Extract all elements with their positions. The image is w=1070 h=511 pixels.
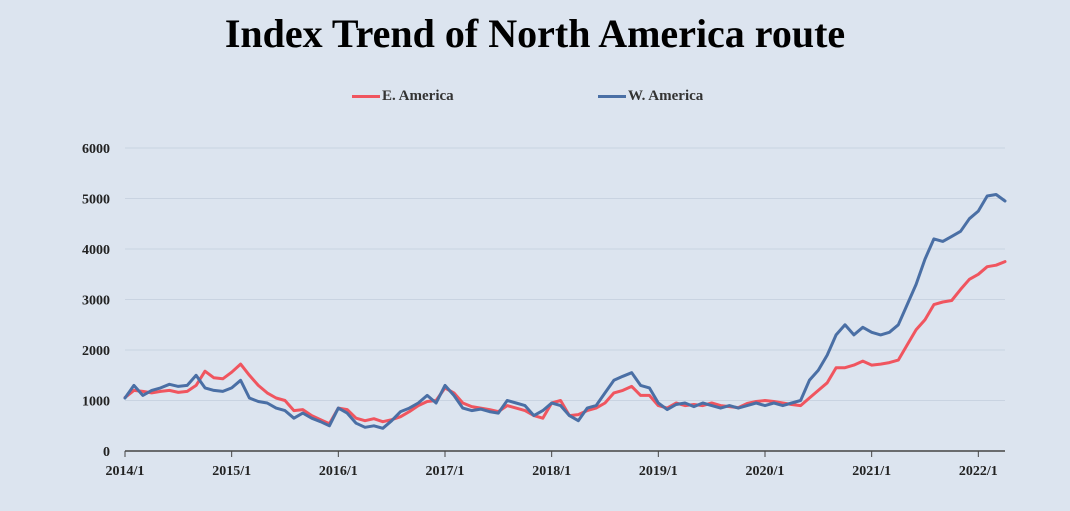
legend-swatch-e-america (352, 95, 380, 98)
x-tick-label: 2021/1 (852, 464, 891, 479)
x-tick-label: 2020/1 (746, 464, 785, 479)
y-tick-label: 2000 (82, 344, 110, 359)
legend-label-w-america: W. America (628, 88, 704, 104)
y-tick-label: 6000 (82, 142, 110, 157)
y-tick-label: 3000 (82, 294, 110, 309)
legend-label-e-america: E. America (382, 88, 454, 104)
legend: E. America W. America (0, 88, 1070, 110)
legend-swatch-w-america (598, 95, 626, 98)
series-line-w-america (123, 193, 1007, 430)
y-tick-label: 1000 (82, 395, 110, 410)
series-line-e-america (123, 260, 1007, 426)
y-tick-label: 0 (103, 445, 110, 460)
x-tick-label: 2017/1 (426, 464, 465, 479)
x-tick-label: 2019/1 (639, 464, 678, 479)
x-tick-label: 2022/1 (959, 464, 998, 479)
x-tick-label: 2016/1 (319, 464, 358, 479)
y-tick-label: 5000 (82, 193, 110, 208)
x-tick-label: 2014/1 (106, 464, 145, 479)
x-tick-label: 2015/1 (212, 464, 251, 479)
x-tick-label: 2018/1 (532, 464, 571, 479)
legend-item-e-america: E. America (352, 88, 454, 105)
legend-item-w-america: W. America (598, 88, 703, 105)
y-tick-label: 4000 (82, 243, 110, 258)
chart-title: Index Trend of North America route (224, 11, 846, 56)
